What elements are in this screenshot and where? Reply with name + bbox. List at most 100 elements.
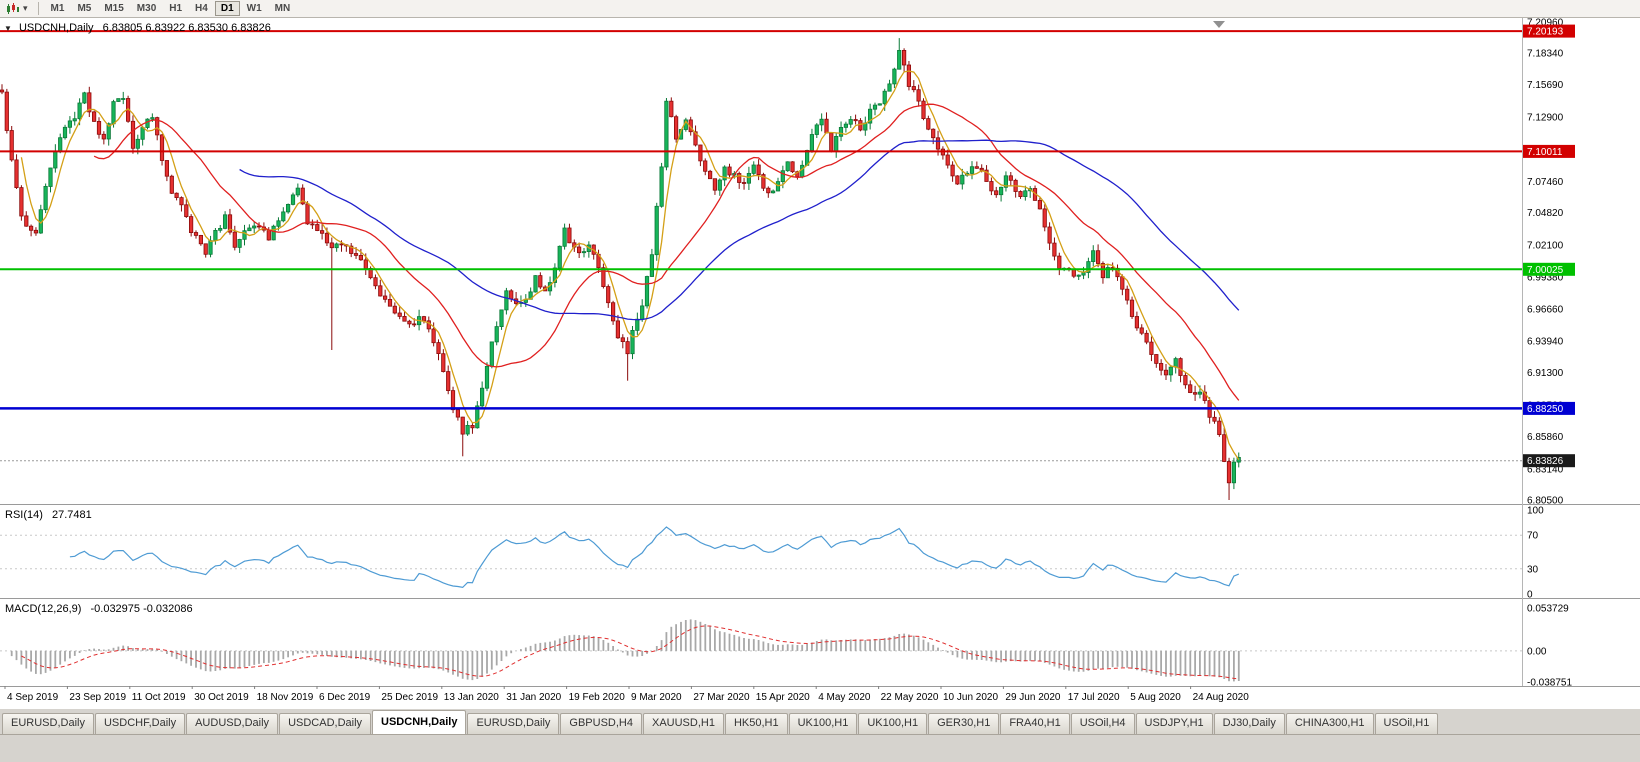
chart-window: 7.209607.183407.156907.129007.100707.074… (0, 18, 1640, 708)
svg-text:25 Dec 2019: 25 Dec 2019 (381, 692, 438, 703)
rsi-indicator-label: RSI(14) 27.7481 (5, 509, 92, 521)
svg-text:6.80500: 6.80500 (1527, 496, 1564, 507)
chart-window-icon[interactable] (4, 1, 22, 16)
svg-text:7.20960: 7.20960 (1527, 18, 1564, 29)
svg-text:7.20193: 7.20193 (1527, 27, 1564, 38)
tf-button-m15[interactable]: M15 (98, 1, 129, 16)
macd-values: -0.032975 -0.032086 (90, 603, 193, 615)
rsi-name: RSI(14) (5, 509, 43, 521)
svg-text:6.88250: 6.88250 (1527, 404, 1564, 415)
status-strip (0, 734, 1640, 762)
svg-text:6.91300: 6.91300 (1527, 368, 1564, 379)
tab-eurusd-daily[interactable]: EURUSD,Daily (467, 713, 560, 734)
timeframe-buttons: M1 M5 M15 M30 H1 H4 D1 W1 MN (45, 1, 297, 16)
svg-text:6.96660: 6.96660 (1527, 305, 1564, 316)
tab-ger30-h1[interactable]: GER30,H1 (928, 713, 1000, 734)
tab-hk50-h1[interactable]: HK50,H1 (724, 713, 788, 734)
tab-fra40-h1[interactable]: FRA40,H1 (1000, 713, 1070, 734)
tf-button-mn[interactable]: MN (269, 1, 297, 16)
dropdown-arrow-icon[interactable]: ▾ (23, 3, 28, 13)
chart-canvas[interactable]: 7.209607.183407.156907.129007.100707.074… (0, 18, 1640, 708)
svg-text:4 May 2020: 4 May 2020 (818, 692, 871, 703)
svg-text:13 Jan 2020: 13 Jan 2020 (444, 692, 499, 703)
tab-china300-h1[interactable]: CHINA300,H1 (1285, 713, 1374, 734)
toolbar-separator (37, 2, 39, 15)
svg-text:6.99380: 6.99380 (1527, 272, 1564, 283)
tf-button-w1[interactable]: W1 (241, 1, 268, 16)
chart-shift-marker-icon[interactable] (1213, 21, 1225, 28)
chart-ohlc-readout: 6.83805 6.83922 6.83530 6.83826 (102, 22, 271, 34)
svg-text:10 Jun 2020: 10 Jun 2020 (943, 692, 998, 703)
svg-text:6.85860: 6.85860 (1527, 432, 1564, 443)
svg-text:6.93940: 6.93940 (1527, 337, 1564, 348)
macd-indicator-label: MACD(12,26,9) -0.032975 -0.032086 (5, 603, 193, 615)
tf-button-m30[interactable]: M30 (131, 1, 162, 16)
svg-text:7.00025: 7.00025 (1527, 265, 1564, 276)
svg-text:7.12900: 7.12900 (1527, 113, 1564, 124)
tf-button-h4[interactable]: H4 (189, 1, 214, 16)
chart-title: USDCNH,Daily (18, 22, 94, 34)
tf-button-m1[interactable]: M1 (45, 1, 71, 16)
svg-text:7.07460: 7.07460 (1527, 177, 1564, 188)
panel-separators (0, 18, 1640, 687)
tab-uk100-h1[interactable]: UK100,H1 (858, 713, 928, 734)
svg-text:6.83140: 6.83140 (1527, 464, 1564, 475)
svg-text:18 Nov 2019: 18 Nov 2019 (257, 692, 314, 703)
tab-usoil-h1[interactable]: USOil,H1 (1374, 713, 1439, 734)
svg-text:17 Jul 2020: 17 Jul 2020 (1068, 692, 1120, 703)
tab-eurusd-daily[interactable]: EURUSD,Daily (2, 713, 94, 734)
time-axis[interactable]: 4 Sep 2019 23 Sep 2019 11 Oct 2019 30 Oct 2… (4, 686, 1250, 703)
svg-text:27 Mar 2020: 27 Mar 2020 (693, 692, 750, 703)
tab-gbpusd-h4[interactable]: GBPUSD,H4 (560, 713, 642, 734)
tab-usdcad-daily[interactable]: USDCAD,Daily (279, 713, 372, 734)
svg-text:15 Apr 2020: 15 Apr 2020 (756, 692, 810, 703)
svg-text:7.15690: 7.15690 (1527, 80, 1564, 91)
tf-button-d1[interactable]: D1 (214, 1, 240, 16)
svg-text:11 Oct 2019: 11 Oct 2019 (132, 692, 186, 703)
moving-average-lines (20, 70, 1240, 461)
svg-text:7.04820: 7.04820 (1527, 208, 1564, 219)
macd-panel: 0.053729 0.00 -0.038751 (0, 604, 1572, 688)
svg-text:30 Oct 2019: 30 Oct 2019 (194, 692, 249, 703)
svg-text:4 Sep 2019: 4 Sep 2019 (7, 692, 59, 703)
svg-text:70: 70 (1527, 531, 1539, 542)
svg-text:29 Jun 2020: 29 Jun 2020 (1005, 692, 1060, 703)
tab-usoil-h4[interactable]: USOil,H4 (1070, 713, 1135, 734)
svg-text:7.18340: 7.18340 (1527, 49, 1564, 60)
tab-usdjpy-h1[interactable]: USDJPY,H1 (1135, 713, 1213, 734)
rsi-value: 27.7481 (51, 509, 92, 521)
rsi-panel: 100 70 30 0 (0, 506, 1544, 601)
svg-text:-0.038751: -0.038751 (1527, 677, 1572, 688)
tf-button-h1[interactable]: H1 (163, 1, 188, 16)
collapse-arrow-icon[interactable]: ▼ (4, 24, 12, 33)
svg-text:6.83826: 6.83826 (1527, 456, 1564, 467)
svg-text:23 Sep 2019: 23 Sep 2019 (69, 692, 126, 703)
svg-text:100: 100 (1527, 506, 1544, 517)
chart-title-bar: ▼ USDCNH,Daily 6.83805 6.83922 6.83530 6… (4, 22, 271, 34)
svg-text:30: 30 (1527, 564, 1539, 575)
svg-text:19 Feb 2020: 19 Feb 2020 (569, 692, 626, 703)
svg-text:9 Mar 2020: 9 Mar 2020 (631, 692, 682, 703)
svg-text:0.00: 0.00 (1527, 646, 1547, 657)
chart-tabs-bar: EURUSD,Daily USDCHF,Daily AUDUSD,Daily USDC… (0, 708, 1640, 734)
tab-audusd-daily[interactable]: AUDUSD,Daily (186, 713, 279, 734)
candlestick-glyph (7, 2, 19, 14)
tab-dj30-daily[interactable]: DJ30,Daily (1213, 713, 1285, 734)
tab-uk100-h1[interactable]: UK100,H1 (788, 713, 858, 734)
tf-button-m5[interactable]: M5 (71, 1, 97, 16)
svg-text:7.02100: 7.02100 (1527, 240, 1564, 251)
svg-text:0: 0 (1527, 590, 1533, 601)
svg-text:31 Jan 2020: 31 Jan 2020 (506, 692, 561, 703)
svg-text:22 May 2020: 22 May 2020 (881, 692, 939, 703)
level-lines[interactable] (0, 30, 1522, 410)
svg-text:7.10011: 7.10011 (1527, 147, 1563, 158)
svg-text:5 Aug 2020: 5 Aug 2020 (1130, 692, 1181, 703)
svg-text:24 Aug 2020: 24 Aug 2020 (1193, 692, 1250, 703)
svg-text:0.053729: 0.053729 (1527, 604, 1569, 615)
svg-text:6 Dec 2019: 6 Dec 2019 (319, 692, 371, 703)
macd-name: MACD(12,26,9) (5, 603, 82, 615)
price-axis[interactable]: 7.209607.183407.156907.129007.100707.074… (1523, 18, 1575, 507)
tab-usdcnh-daily[interactable]: USDCNH,Daily (372, 710, 467, 734)
tab-usdchf-daily[interactable]: USDCHF,Daily (94, 713, 186, 734)
tab-xauusd-h1[interactable]: XAUUSD,H1 (642, 713, 724, 734)
